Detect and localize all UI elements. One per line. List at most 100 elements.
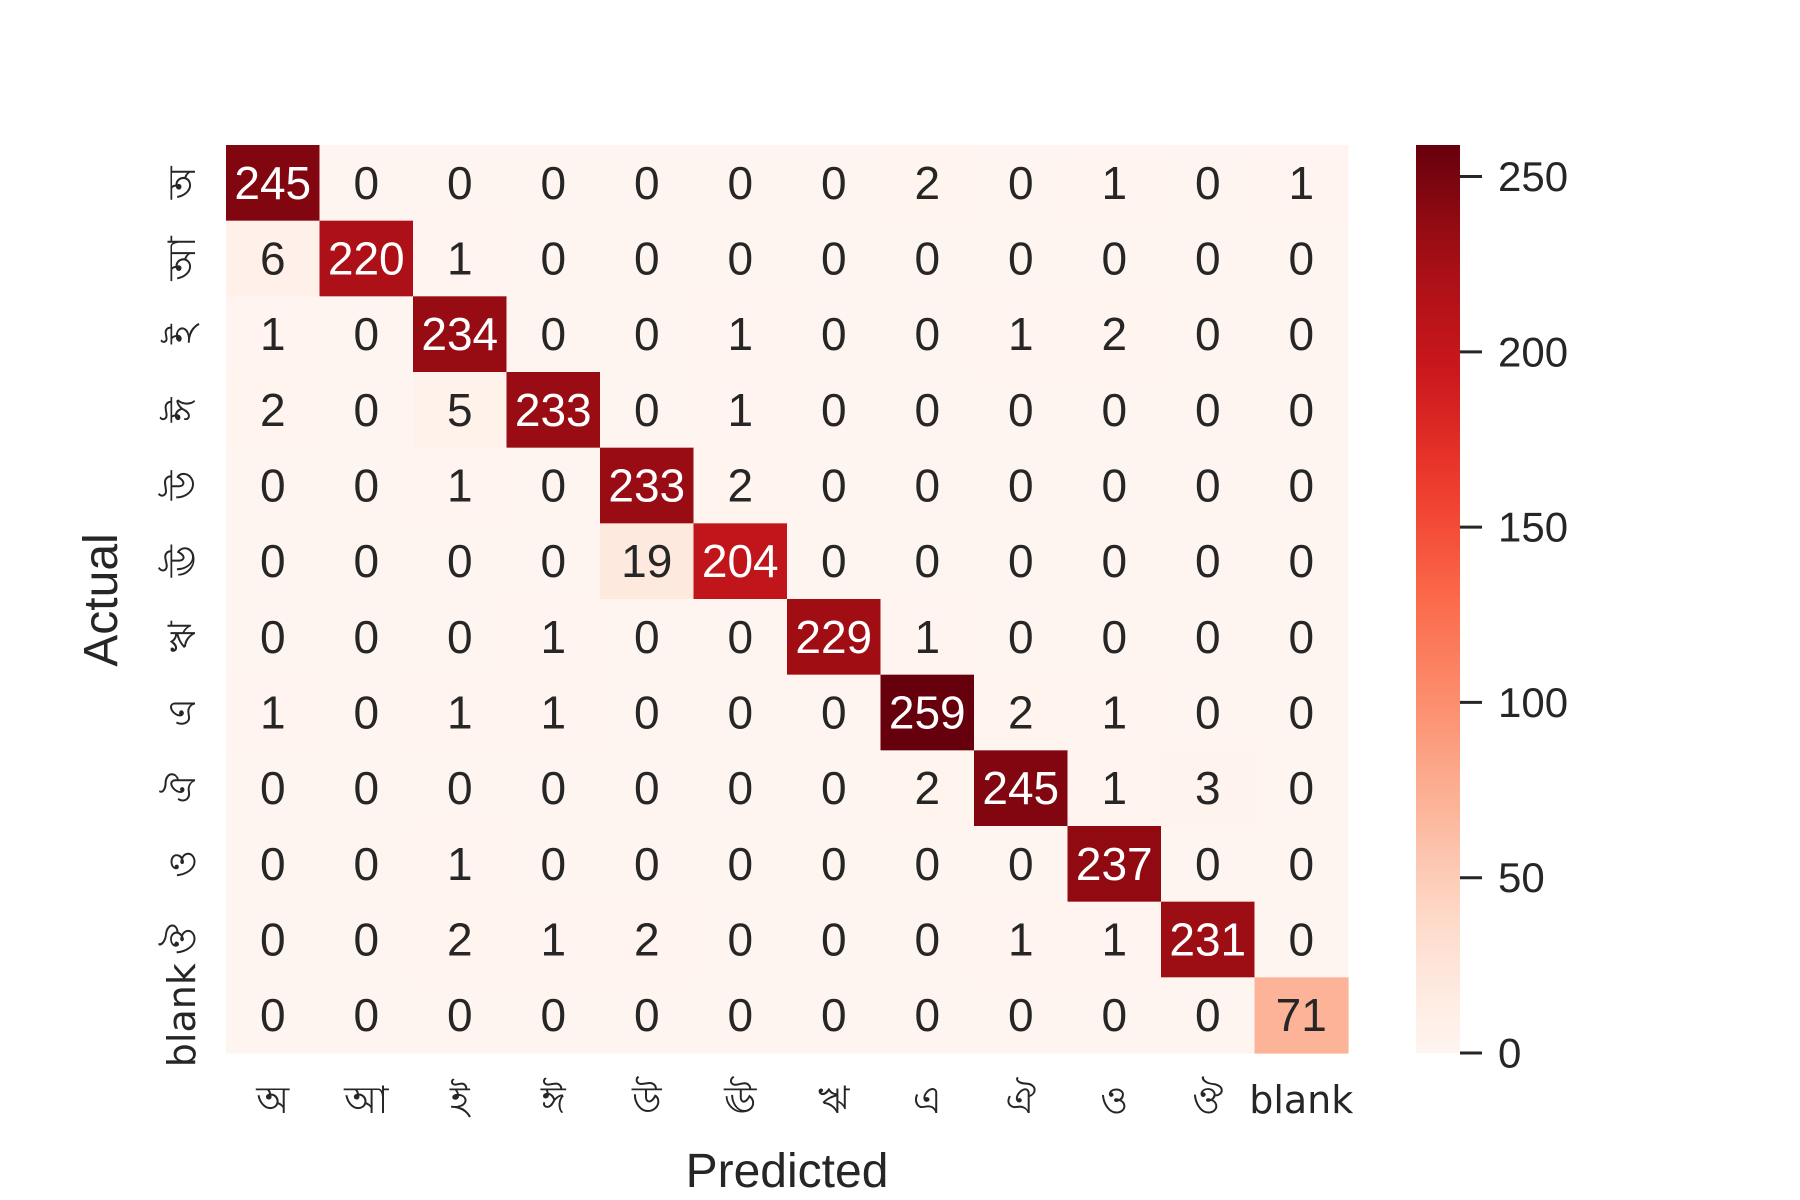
y-axis-label: Actual [75,533,128,666]
heatmap-cell [1161,523,1256,600]
heatmap-cell [974,145,1069,222]
cell-value-label: 0 [1195,535,1221,587]
heatmap-cell [600,372,695,449]
y-tick-label: এ [160,698,204,727]
heatmap-cell [506,220,601,297]
cell-value-label: 0 [540,762,566,814]
cell-value-label: 0 [447,157,473,209]
x-tick-label: এ [913,1078,942,1122]
cell-value-label: 1 [727,308,753,360]
cell-value-label: 0 [540,838,566,890]
cell-value-label: 0 [1008,611,1034,663]
cell-value-label: 0 [1288,914,1314,966]
heatmap-cell [413,826,508,903]
cell-value-label: 2 [634,914,660,966]
heatmap-cell [880,826,975,903]
colorbar-tick-label: 150 [1498,504,1568,551]
cell-value-label: 0 [821,460,847,512]
heatmap-cell [226,977,321,1054]
y-tick-label: আ [160,236,204,282]
cell-value-label: 1 [1008,308,1034,360]
heatmap-cell [1254,145,1349,222]
cell-value-label: 0 [634,308,660,360]
cell-value-label: 0 [821,384,847,436]
cell-value-label: 1 [540,611,566,663]
cell-value-label: 0 [447,535,473,587]
heatmap-cell [974,599,1069,676]
heatmap-cell [506,447,601,524]
heatmap-cell [974,750,1069,827]
heatmap-cell [226,145,321,222]
cell-value-label: 0 [1008,157,1034,209]
heatmap-cell [413,599,508,676]
cell-value-label: 2 [914,762,940,814]
cell-value-label: 0 [727,611,753,663]
cell-value-label: 0 [634,233,660,285]
cell-value-label: 0 [914,308,940,360]
cell-value-label: 229 [795,611,872,663]
cell-value-label: 0 [353,384,379,436]
heatmap-cell [1161,599,1256,676]
y-tick-label: blank [160,963,204,1067]
heatmap-cell [974,901,1069,978]
heatmap-cell [1067,523,1162,600]
cell-value-label: 1 [260,687,286,739]
cell-value-label: 0 [821,989,847,1041]
heatmap-cell [693,599,788,676]
cell-value-label: 0 [1195,308,1221,360]
cell-value-label: 0 [1008,535,1034,587]
heatmap-cell [787,220,882,297]
cell-value-label: 0 [260,838,286,890]
cell-value-label: 0 [1288,611,1314,663]
heatmap-cell [1254,750,1349,827]
heatmap-cell [506,599,601,676]
heatmap-cell [974,977,1069,1054]
heatmap-cell [319,447,414,524]
heatmap-cell [787,447,882,524]
cell-value-label: 1 [1101,687,1127,739]
heatmap-cell [1161,447,1256,524]
heatmap-cell [1067,296,1162,373]
heatmap-cell [880,372,975,449]
cell-value-label: 0 [914,233,940,285]
x-tick-label: blank [1249,1078,1353,1122]
cell-value-label: 6 [260,233,286,285]
cell-value-label: 0 [1195,460,1221,512]
cell-value-label: 1 [727,384,753,436]
cell-value-label: 0 [540,233,566,285]
cell-value-label: 0 [1008,838,1034,890]
cell-value-label: 0 [914,384,940,436]
heatmap-cell [693,750,788,827]
x-tick-label: উ [631,1076,663,1122]
cell-value-label: 0 [727,762,753,814]
x-tick-label: ঋ [818,1078,850,1122]
y-tick-label: ঊ [158,544,204,578]
heatmap-cell [787,599,882,676]
cell-value-label: 0 [727,687,753,739]
colorbar-tick-label: 0 [1498,1030,1521,1077]
cell-value-label: 0 [914,838,940,890]
heatmap-cell [974,296,1069,373]
x-tick-label: ঐ [1005,1077,1036,1122]
heatmap-cell [1254,826,1349,903]
heatmap-cell [787,296,882,373]
heatmap-cell [1067,901,1162,978]
heatmap-cell [1067,145,1162,222]
x-tick-label: ও [1100,1078,1128,1122]
heatmap-cell [226,372,321,449]
heatmap-cell [1161,826,1256,903]
heatmap-cell [1161,977,1256,1054]
cell-value-label: 0 [634,838,660,890]
heatmap-cell [787,750,882,827]
heatmap-cell [413,145,508,222]
heatmap-cell [880,447,975,524]
cell-value-label: 1 [540,914,566,966]
heatmap-cell [1067,447,1162,524]
heatmap-cell [693,523,788,600]
heatmap-cell [600,901,695,978]
heatmap-cell [693,220,788,297]
cell-value-label: 2 [727,460,753,512]
cell-value-label: 0 [353,914,379,966]
colorbar-tick-label: 200 [1498,328,1568,375]
